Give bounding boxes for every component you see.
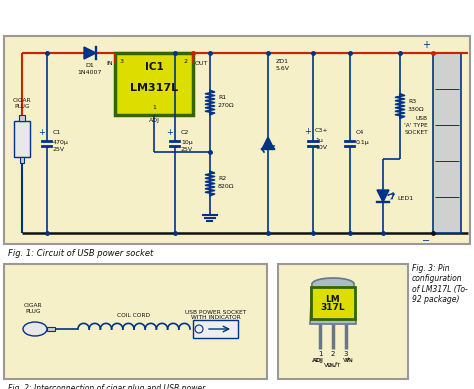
Text: ADJ: ADJ — [312, 358, 323, 363]
Polygon shape — [262, 137, 274, 149]
Text: 2: 2 — [184, 59, 188, 64]
Text: Vᴵₙ: Vᴵₙ — [345, 358, 353, 363]
Text: 820Ω: 820Ω — [218, 184, 235, 189]
Text: R1: R1 — [218, 95, 226, 100]
Bar — [20, 157, 24, 163]
Polygon shape — [310, 284, 356, 324]
Text: VOUT: VOUT — [324, 363, 342, 368]
Text: R3: R3 — [408, 98, 416, 103]
Text: +: + — [38, 128, 45, 137]
Text: +: + — [304, 127, 311, 136]
Bar — [14, 121, 30, 157]
Circle shape — [195, 325, 203, 333]
Text: 470μ: 470μ — [53, 140, 69, 144]
Text: C2: C2 — [181, 130, 190, 135]
Bar — [19, 115, 25, 121]
Text: C1: C1 — [53, 130, 61, 135]
Bar — [311, 287, 355, 319]
Text: OUT: OUT — [195, 61, 209, 65]
Text: +: + — [166, 128, 173, 137]
Text: ZD1: ZD1 — [276, 59, 289, 64]
Text: Fig. 1: Circuit of USB power socket: Fig. 1: Circuit of USB power socket — [8, 249, 153, 258]
Bar — [433, 53, 461, 233]
Text: 3: 3 — [120, 59, 124, 64]
Text: LED1: LED1 — [397, 196, 413, 200]
Text: Fig. 2: Interconnection of cigar plug and USB power
socket using a coil cord: Fig. 2: Interconnection of cigar plug an… — [8, 384, 205, 389]
Text: 1μ: 1μ — [315, 137, 323, 142]
Text: USB POWER SOCKET: USB POWER SOCKET — [185, 310, 246, 315]
Ellipse shape — [23, 322, 47, 336]
Bar — [47, 327, 55, 331]
Text: 317L: 317L — [321, 303, 346, 312]
Bar — [4, 264, 267, 379]
Polygon shape — [84, 47, 96, 59]
Bar — [4, 36, 470, 244]
Text: CIGAR
PLUG: CIGAR PLUG — [24, 303, 42, 314]
Text: V₀ᵤᵀ: V₀ᵤᵀ — [327, 363, 339, 368]
Text: 1: 1 — [318, 351, 322, 357]
Text: COIL CORD: COIL CORD — [118, 314, 151, 319]
Bar — [115, 53, 193, 115]
Text: +: + — [422, 40, 430, 50]
Text: ADJ: ADJ — [311, 358, 322, 363]
Polygon shape — [377, 190, 389, 202]
Text: 25V: 25V — [53, 147, 65, 151]
Text: 10V: 10V — [315, 144, 327, 149]
Text: 25V: 25V — [181, 147, 193, 151]
Text: 1: 1 — [152, 105, 156, 110]
Bar — [278, 264, 408, 379]
Text: 270Ω: 270Ω — [218, 103, 235, 108]
Text: 5.6V: 5.6V — [276, 66, 290, 71]
Text: C3+: C3+ — [315, 128, 328, 133]
Text: R2: R2 — [218, 176, 226, 181]
Text: LM: LM — [326, 294, 340, 303]
Text: C4: C4 — [356, 130, 365, 135]
Text: WITH INDICATOR: WITH INDICATOR — [191, 315, 240, 320]
Text: 2: 2 — [331, 351, 335, 357]
Text: ADJ: ADJ — [148, 118, 159, 123]
Text: −: − — [422, 236, 430, 246]
Text: SOCKET: SOCKET — [404, 130, 428, 135]
Text: 0.1μ: 0.1μ — [356, 140, 370, 144]
Text: Fig. 3: Pin
configuration
of LM317L (To-
92 package): Fig. 3: Pin configuration of LM317L (To-… — [412, 264, 468, 304]
Text: CIGAR
PLUG: CIGAR PLUG — [13, 98, 31, 109]
Text: IN: IN — [106, 61, 113, 65]
Text: 330Ω: 330Ω — [408, 107, 425, 112]
Bar — [193, 320, 238, 338]
Text: D1: D1 — [86, 63, 94, 68]
Text: IC1: IC1 — [145, 62, 164, 72]
Text: 'A' TYPE: 'A' TYPE — [404, 123, 428, 128]
Text: 10μ: 10μ — [181, 140, 193, 144]
Text: VIN: VIN — [343, 358, 354, 363]
Text: 3: 3 — [344, 351, 348, 357]
Text: USB: USB — [416, 116, 428, 121]
Text: 1N4007: 1N4007 — [78, 70, 102, 75]
Text: LM317L: LM317L — [130, 83, 178, 93]
